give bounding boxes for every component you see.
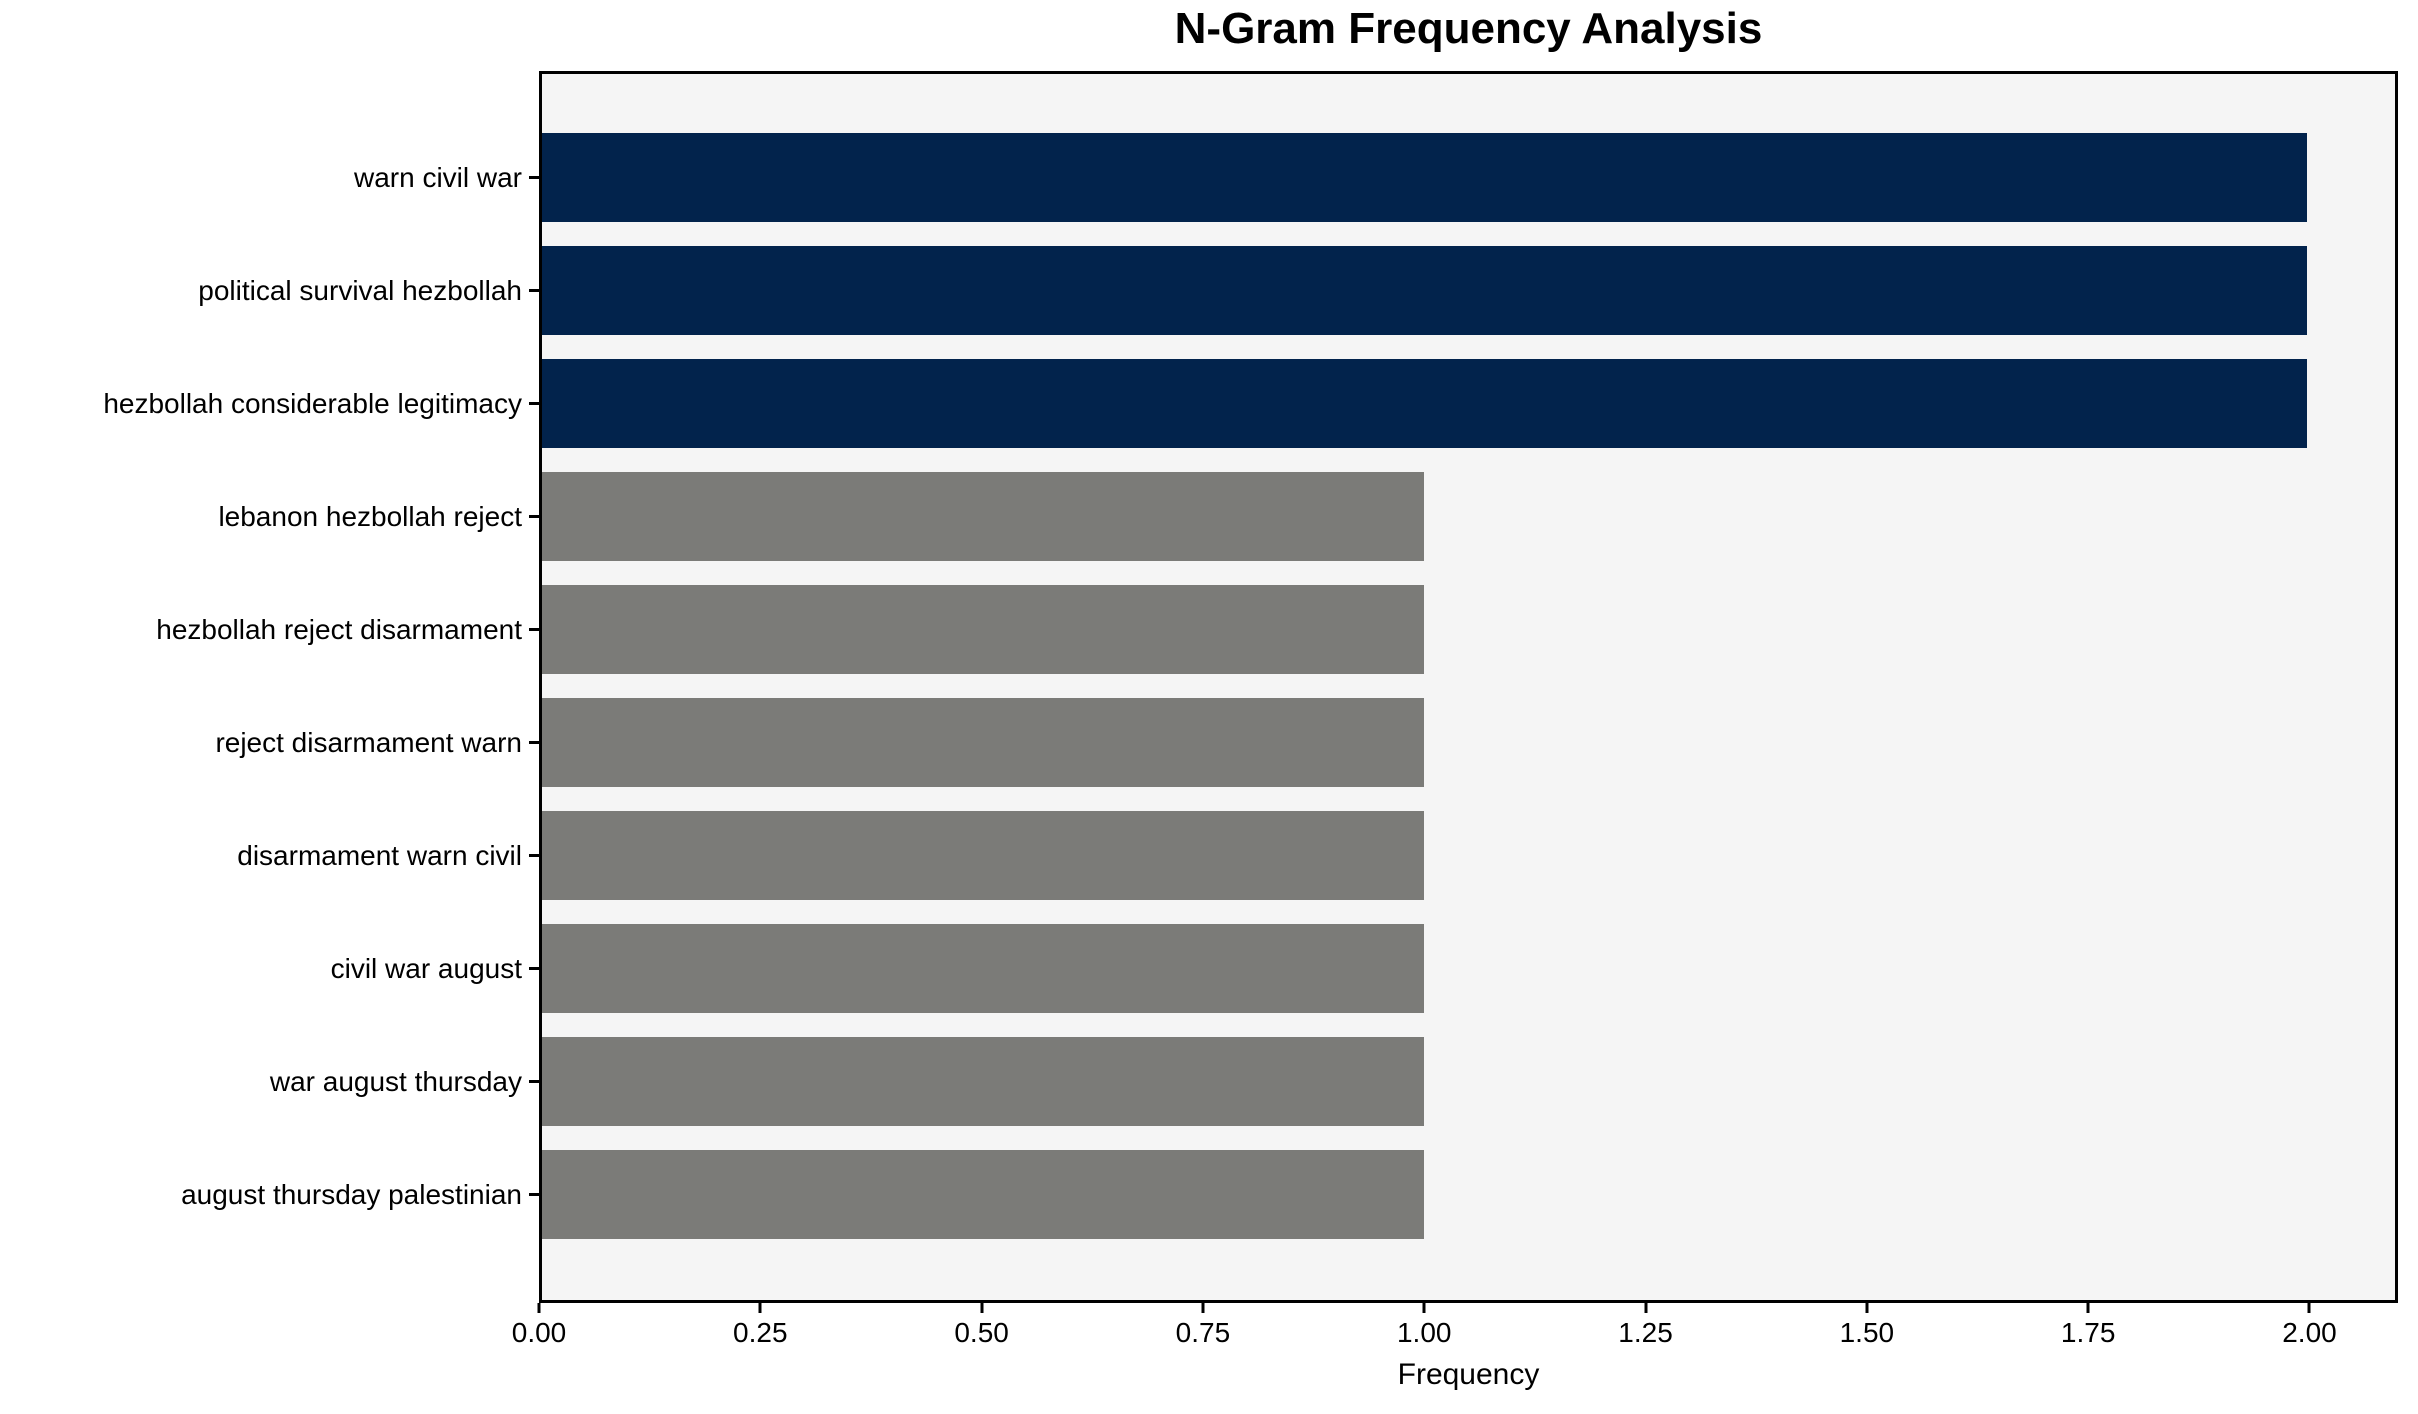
- x-tick-label: 1.25: [1618, 1317, 1673, 1348]
- bar-reject-disarmament-warn: [542, 698, 1425, 787]
- bar-disarmament-warn-civil: [542, 811, 1425, 900]
- x-axis-tick: [1644, 1303, 1648, 1313]
- x-axis-tick: [1201, 1303, 1205, 1313]
- y-axis-tick: [529, 402, 542, 405]
- y-tick-label: august thursday palestinian: [181, 1178, 522, 1210]
- y-tick-label: war august thursday: [269, 1065, 522, 1097]
- y-axis-tick: [529, 854, 542, 857]
- x-axis-tick: [758, 1303, 762, 1313]
- bar-hezbollah-considerable-legitimacy: [542, 359, 2307, 448]
- bar-august-thursday-palestinian: [542, 1150, 1425, 1239]
- bar-warn-civil-war: [542, 133, 2307, 222]
- x-axis-tick: [980, 1303, 984, 1313]
- x-axis-title: Frequency: [1397, 1358, 1540, 1391]
- y-axis-tick: [529, 176, 542, 179]
- x-tick-label: 0.50: [954, 1317, 1009, 1348]
- bar-lebanon-hezbollah-reject: [542, 472, 1425, 561]
- x-axis-tick: [537, 1303, 541, 1313]
- y-tick-label: civil war august: [330, 952, 522, 984]
- chart-title: N-Gram Frequency Analysis: [1174, 4, 1763, 53]
- x-axis-tick: [2086, 1303, 2090, 1313]
- bar-political-survival-hezbollah: [542, 246, 2307, 335]
- x-tick-label: 1.75: [2060, 1317, 2116, 1348]
- x-tick-label: 1.00: [1396, 1317, 1452, 1348]
- y-axis-tick: [529, 628, 542, 631]
- y-tick-label: disarmament warn civil: [237, 839, 522, 871]
- y-axis-tick: [529, 515, 542, 518]
- y-axis-tick: [529, 289, 542, 292]
- y-tick-label: hezbollah reject disarmament: [156, 613, 522, 645]
- x-axis-tick: [1422, 1303, 1426, 1313]
- y-tick-label: political survival hezbollah: [198, 274, 522, 306]
- y-axis-tick: [529, 1193, 542, 1196]
- bar-war-august-thursday: [542, 1037, 1425, 1126]
- x-axis-tick: [2307, 1303, 2311, 1313]
- y-axis-labels: warn civil war political survival hezboll…: [0, 74, 522, 1300]
- y-tick-label: lebanon hezbollah reject: [218, 500, 522, 532]
- x-tick-label: 2.00: [2282, 1317, 2337, 1348]
- bar-civil-war-august: [542, 924, 1425, 1013]
- x-axis-tick: [1865, 1303, 1869, 1313]
- y-tick-label: warn civil war: [353, 161, 522, 193]
- y-axis-tick: [529, 741, 542, 744]
- x-tick-label: 1.50: [1839, 1317, 1895, 1348]
- x-tick-label: 0.75: [1175, 1317, 1231, 1348]
- plot-area: [529, 71, 2398, 1303]
- x-tick-label: 0.25: [733, 1317, 788, 1348]
- x-axis: 0.00 0.25 0.50 0.75 1.00 1.25 1.50 1.75 2.00: [512, 1303, 2398, 1363]
- bar-hezbollah-reject-disarmament: [542, 585, 1425, 674]
- x-tick-label: 0.00: [511, 1317, 567, 1348]
- y-tick-label: hezbollah considerable legitimacy: [103, 387, 522, 419]
- y-axis-tick: [529, 967, 542, 970]
- y-tick-label: reject disarmament warn: [215, 726, 522, 758]
- y-axis-tick: [529, 1080, 542, 1083]
